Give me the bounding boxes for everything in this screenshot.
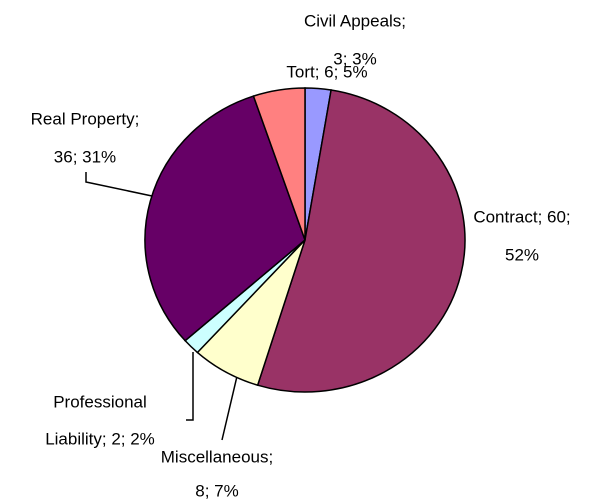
data-label: Contract; 60; <box>473 207 570 226</box>
data-label: 52% <box>505 245 539 264</box>
data-label: Liability; 2; 2% <box>45 429 155 448</box>
data-label: Real Property; <box>31 109 140 128</box>
data-label: Civil Appeals; <box>304 11 406 30</box>
pie-slice <box>256 89 466 393</box>
data-label: Miscellaneous; <box>161 447 273 466</box>
pie-slice <box>252 87 306 241</box>
data-label: 36; 31% <box>54 147 116 166</box>
data-label: Tort; 6; 5% <box>286 62 367 81</box>
leader-line <box>221 371 239 441</box>
data-label: Professional <box>53 392 147 411</box>
data-label: 8; 7% <box>195 481 238 500</box>
leader-line <box>186 352 194 421</box>
leader-line <box>85 172 153 197</box>
data-label: 3; 3% <box>333 49 376 68</box>
pie-slice <box>144 95 306 342</box>
